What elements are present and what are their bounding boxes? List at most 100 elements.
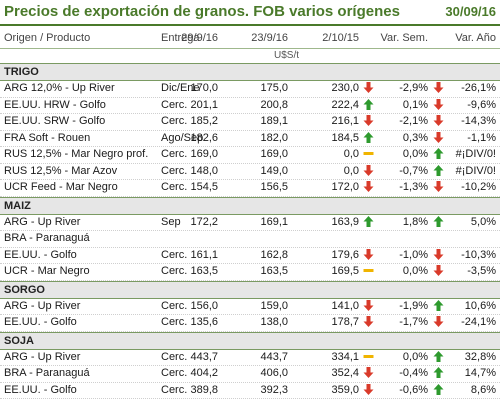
price-date-1: 161,1	[190, 248, 218, 261]
col-date-1: 29/9/16	[181, 32, 218, 44]
section-header: TRIGO	[0, 63, 500, 81]
price-date-3: 334,1	[331, 350, 359, 363]
delivery: Cerc.	[161, 148, 188, 160]
table-row: ARG - Up River Cerc. 443,7 443,7 334,1 0,0% 32…	[0, 350, 500, 366]
price-date-1: 170,0	[190, 82, 218, 94]
product-name: EE.UU. SRW - Golfo	[4, 115, 106, 127]
flat-trend-icon	[363, 264, 374, 277]
price-date-1: 156,0	[190, 299, 218, 312]
delivery: Cerc.	[161, 383, 188, 396]
var-week: -0,6%	[399, 383, 428, 396]
var-week: -0,7%	[399, 164, 428, 177]
down-trend-icon	[363, 114, 374, 127]
var-year: -9,6%	[467, 98, 496, 111]
flat-trend-icon	[363, 350, 374, 363]
var-year: 5,0%	[470, 215, 496, 228]
product-name: ARG 12,0% - Up River	[4, 82, 115, 94]
var-year: 14,7%	[464, 367, 496, 379]
down-trend-icon	[363, 299, 374, 312]
price-date-2: 392,3	[260, 383, 288, 396]
down-trend-icon	[433, 114, 444, 127]
table-row: BRA - Paranaguá Cerc. 404,2 406,0 352,4 -0,4%…	[0, 366, 500, 383]
units-row: U$S/t	[0, 49, 500, 63]
report-date: 30/09/16	[445, 4, 496, 19]
var-week: -0,4%	[399, 367, 428, 379]
price-date-1: 185,2	[190, 115, 218, 127]
down-trend-icon	[433, 98, 444, 111]
price-date-2: 169,0	[260, 148, 288, 160]
down-trend-icon	[433, 81, 444, 94]
delivery: Cerc.	[161, 115, 188, 127]
col-date-3: 2/10/15	[322, 32, 359, 44]
var-year: -10,2%	[461, 181, 496, 193]
price-table: TRIGO ARG 12,0% - Up River Dic/Ene 170,0 175…	[0, 63, 500, 399]
var-year: -1,1%	[467, 131, 496, 144]
table-row: EE.UU. - Golfo Cerc. 161,1 162,8 179,6 -1,0% -…	[0, 248, 500, 264]
var-year: #¡DIV/0!	[455, 164, 496, 177]
delivery: Cerc.	[161, 367, 188, 379]
var-week: -1,3%	[399, 181, 428, 193]
price-date-1: 154,5	[190, 181, 218, 193]
down-trend-icon	[363, 180, 374, 193]
var-week: -1,0%	[399, 248, 428, 261]
report-title: Precios de exportación de granos. FOB va…	[4, 3, 400, 20]
price-date-3: 230,0	[331, 82, 359, 94]
var-week: -1,7%	[399, 316, 428, 328]
up-trend-icon	[363, 131, 374, 144]
up-trend-icon	[363, 215, 374, 228]
price-date-1: 404,2	[190, 367, 218, 379]
delivery: Dic/Ene	[161, 82, 200, 94]
price-date-3: 141,0	[331, 299, 359, 312]
price-date-1: 182,6	[190, 131, 218, 144]
product-name: RUS 12,5% - Mar Azov	[4, 164, 118, 177]
product-name: UCR Feed - Mar Negro	[4, 181, 118, 193]
units-label: U$S/t	[274, 50, 300, 61]
price-date-3: 163,9	[331, 215, 359, 228]
price-date-3: 179,6	[331, 248, 359, 261]
section-header: SORGO	[0, 280, 500, 299]
price-date-1: 443,7	[190, 350, 218, 363]
price-date-1: 172,2	[190, 215, 218, 228]
delivery: Ago/Sep	[161, 131, 204, 144]
price-date-3: 216,1	[331, 115, 359, 127]
price-date-2: 443,7	[260, 350, 288, 363]
var-week: 0,0%	[402, 148, 428, 160]
product-name: EE.UU. - Golfo	[4, 248, 77, 261]
col-date-2: 23/9/16	[251, 32, 288, 44]
table-row: EE.UU. HRW - Golfo Cerc. 201,1 200,8 222,4 0,…	[0, 98, 500, 114]
up-trend-icon	[433, 366, 444, 379]
var-year: -3,5%	[467, 265, 496, 277]
var-week: 1,8%	[402, 215, 428, 228]
price-date-2: 163,5	[260, 265, 288, 277]
up-trend-icon	[433, 383, 444, 396]
price-date-1: 201,1	[190, 98, 218, 111]
up-trend-icon	[433, 299, 444, 312]
col-origin: Origen / Producto	[4, 32, 91, 44]
product-name: BRA - Paranaguá	[4, 232, 90, 244]
price-date-1: 148,0	[190, 164, 218, 177]
table-row: FRA Soft - Rouen Ago/Sep 182,6 182,0 184,5 0,…	[0, 131, 500, 147]
var-year: -24,1%	[461, 316, 496, 328]
delivery: Cerc.	[161, 98, 188, 111]
var-week: 0,0%	[402, 350, 428, 363]
var-year: #¡DIV/0!	[455, 148, 496, 160]
price-date-1: 135,6	[190, 316, 218, 328]
down-trend-icon	[433, 315, 444, 328]
var-year: -26,1%	[461, 82, 496, 94]
var-week: 0,3%	[402, 131, 428, 144]
col-var-sem: Var. Sem.	[380, 32, 428, 44]
down-trend-icon	[363, 383, 374, 396]
table-row: UCR - Mar Negro Cerc. 163,5 163,5 169,5 0,0% -…	[0, 264, 500, 281]
var-year: 8,6%	[470, 383, 496, 396]
price-date-2: 149,0	[260, 164, 288, 177]
price-date-3: 178,7	[331, 316, 359, 328]
var-year: 10,6%	[464, 299, 496, 312]
price-date-2: 156,5	[260, 181, 288, 193]
price-date-2: 189,1	[260, 115, 288, 127]
up-trend-icon	[363, 98, 374, 111]
delivery: Cerc.	[161, 164, 188, 177]
product-name: UCR - Mar Negro	[4, 265, 90, 277]
up-trend-icon	[433, 164, 444, 177]
delivery: Sep	[161, 215, 181, 228]
price-date-1: 389,8	[190, 383, 218, 396]
